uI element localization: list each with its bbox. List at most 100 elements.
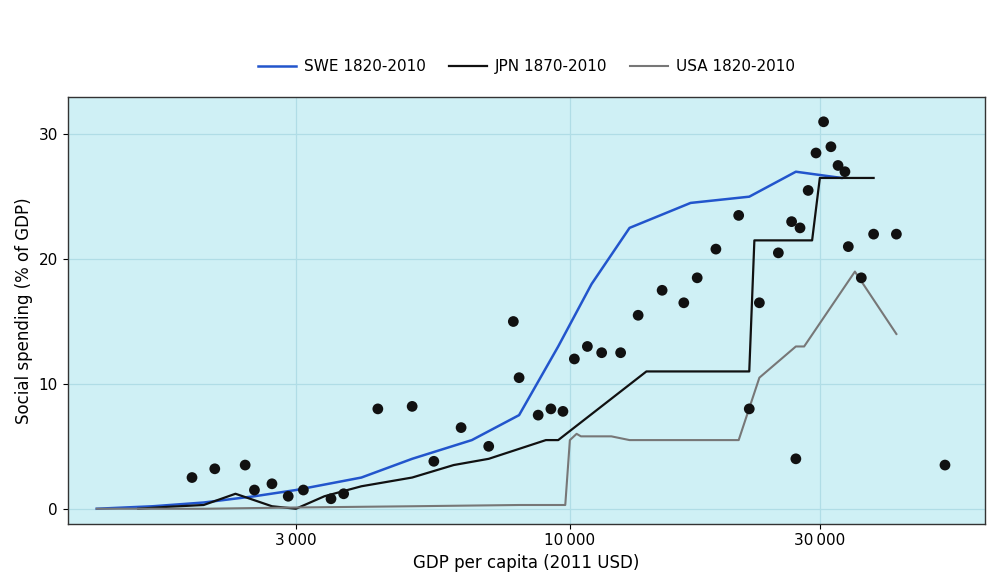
JPN 1870-2010	[540, 437, 552, 444]
Point	[613, 348, 629, 357]
Point	[808, 149, 824, 158]
JPN 1870-2010	[814, 174, 826, 181]
USA 1820-2010	[564, 437, 576, 444]
SWE 1820-2010	[586, 281, 598, 288]
Point	[295, 485, 311, 495]
Point	[784, 217, 800, 227]
SWE 1820-2010	[290, 487, 302, 494]
SWE 1820-2010	[836, 174, 848, 181]
JPN 1870-2010	[448, 461, 460, 468]
Point	[830, 161, 846, 170]
Point	[800, 185, 816, 195]
USA 1820-2010	[559, 501, 571, 508]
Point	[370, 404, 386, 414]
USA 1820-2010	[91, 505, 103, 512]
Point	[579, 342, 595, 351]
USA 1820-2010	[790, 343, 802, 350]
Point	[853, 273, 869, 282]
Point	[788, 454, 804, 464]
JPN 1870-2010	[406, 474, 418, 481]
SWE 1820-2010	[513, 411, 525, 419]
Point	[937, 460, 953, 470]
Point	[530, 410, 546, 420]
Line: USA 1820-2010: USA 1820-2010	[97, 272, 896, 509]
JPN 1870-2010	[266, 502, 278, 510]
Point	[840, 242, 856, 251]
JPN 1870-2010	[552, 437, 564, 444]
SWE 1820-2010	[552, 343, 564, 350]
USA 1820-2010	[624, 437, 636, 444]
USA 1820-2010	[798, 343, 810, 350]
USA 1820-2010	[406, 502, 418, 510]
SWE 1820-2010	[624, 224, 636, 231]
JPN 1870-2010	[743, 368, 755, 375]
USA 1820-2010	[198, 505, 210, 512]
Point	[689, 273, 705, 282]
JPN 1870-2010	[161, 503, 173, 510]
SWE 1820-2010	[406, 456, 418, 463]
Y-axis label: Social spending (% of GDP): Social spending (% of GDP)	[15, 197, 33, 424]
Point	[731, 211, 747, 220]
Point	[280, 491, 296, 501]
Point	[426, 457, 442, 466]
Point	[770, 248, 786, 258]
SWE 1820-2010	[91, 505, 103, 512]
JPN 1870-2010	[483, 456, 495, 463]
Point	[323, 494, 339, 504]
USA 1820-2010	[890, 330, 902, 338]
JPN 1870-2010	[806, 237, 818, 244]
Line: SWE 1820-2010: SWE 1820-2010	[97, 172, 842, 509]
JPN 1870-2010	[640, 368, 652, 375]
Point	[823, 142, 839, 151]
JPN 1870-2010	[355, 483, 367, 490]
Point	[543, 404, 559, 414]
USA 1820-2010	[571, 430, 583, 437]
Legend: SWE 1820-2010, JPN 1870-2010, USA 1820-2010: SWE 1820-2010, JPN 1870-2010, USA 1820-2…	[252, 53, 801, 80]
USA 1820-2010	[290, 504, 302, 511]
Point	[751, 298, 767, 308]
Point	[453, 423, 469, 432]
Point	[630, 311, 646, 320]
Point	[566, 355, 582, 364]
JPN 1870-2010	[290, 505, 302, 512]
SWE 1820-2010	[790, 168, 802, 176]
USA 1820-2010	[753, 374, 765, 381]
JPN 1870-2010	[748, 237, 760, 244]
Point	[792, 223, 808, 232]
Point	[207, 464, 223, 474]
Line: JPN 1870-2010: JPN 1870-2010	[138, 178, 874, 509]
Point	[264, 479, 280, 488]
Point	[246, 485, 262, 495]
Point	[708, 244, 724, 254]
Point	[237, 460, 253, 470]
USA 1820-2010	[733, 437, 745, 444]
SWE 1820-2010	[147, 502, 159, 510]
Point	[336, 489, 352, 498]
Point	[511, 373, 527, 382]
Point	[676, 298, 692, 308]
Point	[184, 473, 200, 483]
USA 1820-2010	[575, 433, 587, 440]
JPN 1870-2010	[318, 492, 330, 500]
X-axis label: GDP per capita (2011 USD): GDP per capita (2011 USD)	[413, 554, 640, 572]
USA 1820-2010	[849, 268, 861, 275]
USA 1820-2010	[605, 433, 617, 440]
SWE 1820-2010	[685, 200, 697, 207]
SWE 1820-2010	[466, 437, 478, 444]
JPN 1870-2010	[229, 490, 241, 497]
SWE 1820-2010	[248, 492, 260, 500]
SWE 1820-2010	[198, 499, 210, 506]
Point	[816, 117, 832, 126]
Point	[837, 167, 853, 177]
USA 1820-2010	[513, 501, 525, 508]
JPN 1870-2010	[198, 501, 210, 508]
Point	[594, 348, 610, 357]
JPN 1870-2010	[868, 174, 880, 181]
Point	[481, 441, 497, 451]
SWE 1820-2010	[743, 193, 755, 200]
JPN 1870-2010	[132, 505, 144, 512]
SWE 1820-2010	[355, 474, 367, 481]
Point	[654, 286, 670, 295]
Point	[741, 404, 757, 414]
Point	[404, 402, 420, 411]
